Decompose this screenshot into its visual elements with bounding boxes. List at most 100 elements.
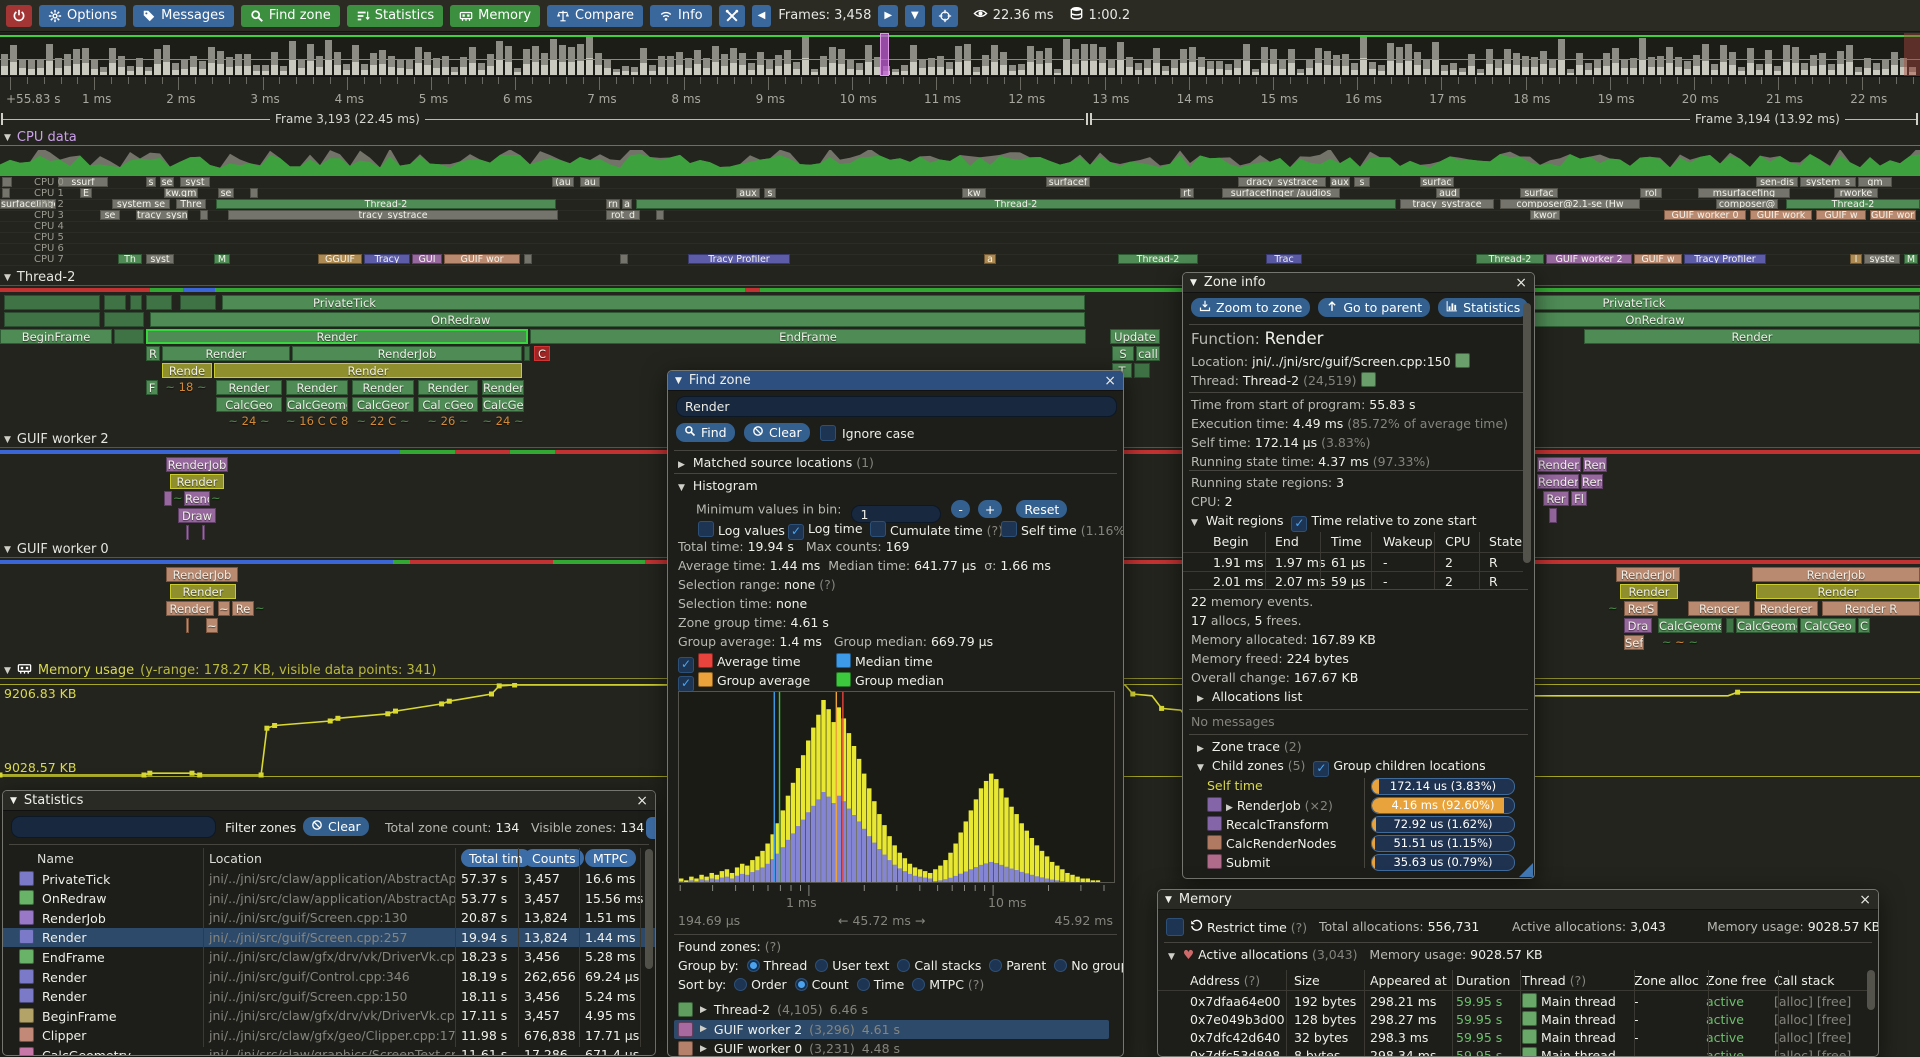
- child-time-bar[interactable]: 51.51 us (1.15%): [1371, 835, 1515, 852]
- free-link[interactable]: [free]: [1817, 1048, 1851, 1057]
- zone-cal-cgeo[interactable]: Cal cGeo: [418, 397, 478, 412]
- zone-unnamed[interactable]: [164, 491, 172, 506]
- zone-22-c[interactable]: ~ 22 C ~: [352, 414, 414, 429]
- overview-view-marker[interactable]: [880, 33, 889, 76]
- wait-col[interactable]: State: [1483, 534, 1523, 549]
- checkbox[interactable]: ✓: [678, 676, 694, 692]
- zone-render[interactable]: Render: [170, 474, 224, 489]
- collapse-icon[interactable]: ▼: [4, 666, 11, 676]
- zone-rende[interactable]: Rende: [162, 363, 212, 378]
- zone-renderjol[interactable]: RenderJol: [1616, 567, 1680, 582]
- wait-col[interactable]: Wakeup: [1377, 534, 1439, 549]
- cpu-zone[interactable]: system_s: [1800, 177, 1856, 187]
- collapse-icon[interactable]: ▼: [4, 273, 11, 283]
- clear-button[interactable]: Clear: [744, 423, 810, 442]
- close-icon[interactable]: ×: [1515, 276, 1527, 290]
- zone-dra[interactable]: Dra: [1624, 618, 1652, 633]
- stats-row-clipper[interactable]: Clipper jni/../jni/src/claw/gfx/geo/Clip…: [3, 1026, 655, 1045]
- cpu-zone[interactable]: [620, 254, 628, 264]
- decrease-bin-button[interactable]: -: [951, 500, 970, 518]
- cpu-zone[interactable]: GUIF w: [1816, 210, 1866, 220]
- zoom-to-zone-button[interactable]: Zoom to zone: [1191, 298, 1310, 317]
- matched-source-locations[interactable]: ▶ Matched source locations (1): [678, 455, 1113, 470]
- found-group-guif-worker-0[interactable]: ▶GUIF worker 0 (3,231) 4.48 s: [674, 1039, 1109, 1057]
- child-zone-renderjob[interactable]: ▶ RenderJob (×2): [1207, 797, 1363, 813]
- zone-calcgeo[interactable]: CalcGeo: [216, 397, 282, 412]
- zone-24[interactable]: ~ 24 ~: [482, 414, 524, 429]
- zone-renderj[interactable]: RenderJ: [1537, 457, 1581, 472]
- cpu-zone[interactable]: gm: [1858, 177, 1892, 187]
- zone-unnamed[interactable]: [186, 525, 189, 540]
- statistics-titlebar[interactable]: ▼ Statistics ×: [3, 791, 655, 811]
- reset-button[interactable]: Reset: [1016, 500, 1067, 518]
- collapse-icon[interactable]: ▼: [4, 435, 11, 445]
- zone-privatetick[interactable]: PrivateTick: [222, 295, 1085, 310]
- checkbox[interactable]: [698, 521, 714, 537]
- cpu-zone[interactable]: M: [1904, 254, 1918, 264]
- child-time-bar[interactable]: 172.14 us (3.83%): [1371, 778, 1515, 795]
- allocation-row[interactable]: 0x7e049b3d00 128 bytes 298.27 ms 59.95 s…: [1158, 1010, 1870, 1028]
- cpu-zone[interactable]: tracy_sysn: [136, 210, 188, 220]
- zone-s[interactable]: S: [1112, 346, 1134, 361]
- cpu-zone[interactable]: GUIF w: [1634, 254, 1682, 264]
- zone-unnamed[interactable]: [104, 295, 126, 310]
- cpu-zone[interactable]: Thread-2: [636, 199, 1396, 209]
- col-size[interactable]: Size: [1288, 973, 1364, 988]
- resize-grip[interactable]: [1519, 863, 1533, 877]
- zone-unnamed[interactable]: [1726, 618, 1734, 633]
- zone-unnamed[interactable]: [104, 312, 144, 327]
- zone-render[interactable]: Render: [214, 363, 522, 378]
- cpu-zone[interactable]: system se: [112, 199, 170, 209]
- zone-fl[interactable]: Fl: [1571, 491, 1587, 506]
- zone-render[interactable]: Render: [352, 380, 414, 395]
- cpu-zone[interactable]: syste: [1864, 254, 1900, 264]
- allocation-row[interactable]: 0x7dfaa64e00 192 bytes 298.21 ms 59.95 s…: [1158, 992, 1870, 1010]
- cpu-zone[interactable]: Thread-2: [1786, 199, 1920, 209]
- stats-row-onredraw[interactable]: OnRedraw jni/../jni/src/claw/application…: [3, 889, 655, 908]
- checkbox[interactable]: [1001, 521, 1017, 537]
- cpu-zone[interactable]: aud: [1436, 188, 1460, 198]
- col-appeared[interactable]: Appeared at: [1364, 973, 1450, 988]
- cpu-zone[interactable]: composer@2.1-se (Hw: [1500, 199, 1640, 209]
- memory-button[interactable]: Memory: [450, 5, 540, 27]
- cpu-zone[interactable]: aux: [736, 188, 760, 198]
- zone-renderjob[interactable]: RenderJob: [1752, 567, 1920, 582]
- cpu-zone[interactable]: Thread-2: [1118, 254, 1198, 264]
- find-button[interactable]: Find: [676, 423, 735, 442]
- zone-r[interactable]: R: [146, 346, 160, 361]
- messages-button[interactable]: Messages: [133, 5, 234, 27]
- collapse-icon[interactable]: ▼: [1165, 895, 1172, 905]
- options-button[interactable]: Options: [39, 5, 126, 27]
- cpu-zone[interactable]: M: [214, 254, 230, 264]
- child-time-bar[interactable]: 72.92 us (1.62%): [1371, 816, 1515, 833]
- group-by-user-text[interactable]: [815, 959, 828, 972]
- sort-by-order[interactable]: [734, 978, 747, 991]
- next-frame-button[interactable]: ▶: [878, 5, 898, 27]
- goto-frame-button[interactable]: [932, 5, 958, 27]
- cpu-zone[interactable]: Tracy Profiler: [688, 254, 790, 264]
- cpu-zone[interactable]: kwor: [1530, 210, 1560, 220]
- cpu-zone[interactable]: syst: [180, 177, 210, 187]
- zone-render[interactable]: Render: [1620, 584, 1678, 599]
- alloc-link[interactable]: [alloc]: [1774, 1012, 1813, 1027]
- cpu-zone[interactable]: GUIF worker 1: [1870, 210, 1916, 220]
- compare-button[interactable]: Compare: [547, 5, 643, 27]
- cpu-zone[interactable]: [656, 210, 664, 220]
- found-group-guif-worker-2[interactable]: ▶GUIF worker 2 (3,296) 4.61 s: [674, 1020, 1109, 1039]
- sort-by-mtpc[interactable]: [912, 978, 925, 991]
- ignore-case-checkbox[interactable]: [820, 425, 836, 441]
- cpu-zone[interactable]: se: [100, 210, 120, 220]
- col-name[interactable]: Name: [3, 851, 203, 866]
- zone-renderjob[interactable]: RenderJob: [292, 346, 522, 361]
- checkbox[interactable]: [870, 521, 886, 537]
- close-icon[interactable]: ×: [1104, 374, 1116, 388]
- zone-c[interactable]: C: [534, 346, 550, 361]
- close-icon[interactable]: ×: [636, 794, 648, 808]
- tools-button[interactable]: [719, 5, 745, 27]
- increase-bin-button[interactable]: +: [978, 500, 1002, 518]
- zone-unnamed[interactable]: [180, 295, 216, 310]
- cpu-zone[interactable]: rol: [1640, 188, 1662, 198]
- cpu-zone[interactable]: [200, 210, 208, 220]
- cpu-zone[interactable]: a: [984, 254, 996, 264]
- zone-c[interactable]: C: [1858, 618, 1870, 633]
